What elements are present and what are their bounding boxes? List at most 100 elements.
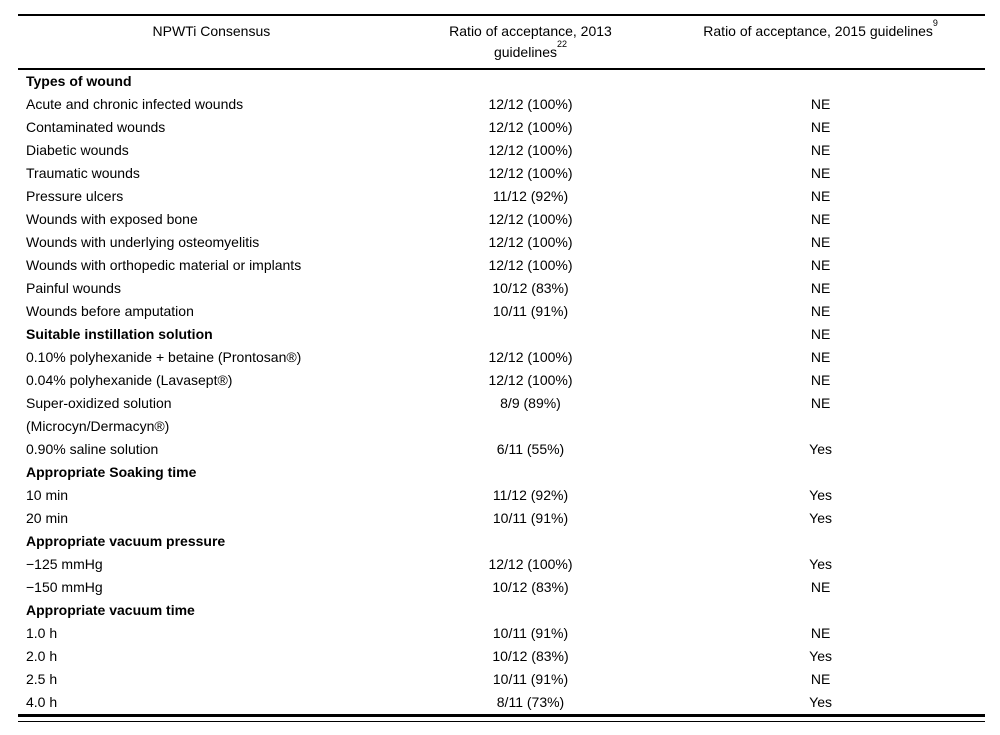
table-row: Super-oxidized solution (Microcyn/Dermac… [18,392,985,438]
table-row: 0.04% polyhexanide (Lavasept®) 12/12 (10… [18,369,985,392]
table-row: Appropriate vacuum time [18,599,985,622]
ratio-2013-cell: 11/12 (92%) [492,487,569,503]
row-label-cell: Appropriate vacuum pressure [26,533,226,549]
ratio-2015-cell: NE [810,671,831,687]
ratio-2015-cell: NE [810,625,831,641]
ratio-2015-cell: NE [810,326,831,342]
row-label-cell: 4.0 h [26,694,58,710]
consensus-table-wrap: NPWTi Consensus Ratio of acceptance, 201… [18,14,985,722]
table-row: Wounds with underlying osteomyelitis 12/… [18,231,985,254]
ratio-2015-cell [656,461,985,484]
col-header-ratio-2013-line1: Ratio of acceptance, 2013 [449,23,612,39]
ratio-2015-cell: NE [810,165,831,181]
ratio-2013-cell: 12/12 (100%) [488,257,573,273]
row-label-cell: Acute and chronic infected wounds [26,96,244,112]
row-label-cell: 1.0 h [26,625,58,641]
ratio-2013-cell: 12/12 (100%) [488,349,573,365]
ratio-2013-cell [405,530,656,553]
ratio-2013-cell: 12/12 (100%) [488,234,573,250]
ratio-2015-cell: NE [810,395,831,411]
row-label-cell: Contaminated wounds [26,119,166,135]
ratio-2013-cell: 10/11 (91%) [492,510,569,526]
ratio-2013-cell: 10/12 (83%) [492,579,569,595]
row-label-cell: −125 mmHg [26,556,103,572]
ratio-2013-cell: 10/11 (91%) [492,625,569,641]
row-label-cell: 2.0 h [26,648,58,664]
col-header-npwti-consensus: NPWTi Consensus [18,15,405,70]
ratio-2013-cell: 12/12 (100%) [488,142,573,158]
ratio-2015-cell: Yes [809,694,833,710]
table-row: Appropriate vacuum pressure [18,530,985,553]
table-row: Diabetic wounds 12/12 (100%) NE [18,139,985,162]
ratio-2013-cell: 8/11 (73%) [496,694,565,710]
ratio-2013-cell: 6/11 (55%) [496,441,565,457]
table-row: Appropriate Soaking time [18,461,985,484]
ratio-2015-cell: NE [810,234,831,250]
table-row: Wounds with orthopedic material or impla… [18,254,985,277]
consensus-table: NPWTi Consensus Ratio of acceptance, 201… [18,14,985,717]
ratio-2013-cell [405,69,656,93]
ratio-2015-cell [656,599,985,622]
row-label-cell: 10 min [26,487,69,503]
ratio-2013-cell: 12/12 (100%) [488,96,573,112]
reference-superscript-9: 9 [932,18,938,29]
ratio-2013-cell: 12/12 (100%) [488,165,573,181]
row-label-cell: 2.5 h [26,671,58,687]
ratio-2015-cell [656,69,985,93]
ratio-2015-cell: Yes [809,441,833,457]
row-label-cell: 0.04% polyhexanide (Lavasept®) [26,372,233,388]
ratio-2013-cell: 12/12 (100%) [488,556,573,572]
table-row: Contaminated wounds 12/12 (100%) NE [18,116,985,139]
row-label-cell: Types of wound [26,73,132,89]
row-label-cell: 20 min [26,510,69,526]
table-header-row: NPWTi Consensus Ratio of acceptance, 201… [18,15,985,70]
row-label-cell: Wounds with underlying osteomyelitis [26,234,260,250]
col-header-ratio-2015: Ratio of acceptance, 2015 guidelines9 [656,15,985,70]
ratio-2013-cell: 8/9 (89%) [500,395,561,411]
table-row: −150 mmHg 10/12 (83%) NE [18,576,985,599]
table-row: Wounds with exposed bone 12/12 (100%) NE [18,208,985,231]
table-row: Wounds before amputation 10/11 (91%) NE [18,300,985,323]
ratio-2013-cell: 10/12 (83%) [492,280,569,296]
ratio-2013-cell [405,323,656,346]
table-row: 4.0 h 8/11 (73%) Yes [18,691,985,716]
col-header-npwti-consensus-label: NPWTi Consensus [152,23,271,39]
ratio-2013-cell: 12/12 (100%) [488,119,573,135]
ratio-2015-cell: NE [810,372,831,388]
ratio-2013-cell [405,599,656,622]
ratio-2013-cell: 10/11 (91%) [492,303,569,319]
table-row: 0.90% saline solution 6/11 (55%) Yes [18,438,985,461]
row-label-cell: Pressure ulcers [26,188,124,204]
ratio-2015-cell: Yes [809,510,833,526]
ratio-2015-cell: NE [810,96,831,112]
row-label-cell: Wounds with orthopedic material or impla… [26,257,302,273]
ratio-2015-cell: NE [810,579,831,595]
bottom-double-rule [18,717,985,722]
row-label-cell: −150 mmHg [26,579,103,595]
ratio-2015-cell: NE [810,349,831,365]
table-row: Painful wounds 10/12 (83%) NE [18,277,985,300]
table-row: Suitable instillation solution NE [18,323,985,346]
ratio-2015-cell: NE [810,142,831,158]
row-label-cell: Appropriate Soaking time [26,464,197,480]
table-row: Pressure ulcers 11/12 (92%) NE [18,185,985,208]
ratio-2013-cell: 10/12 (83%) [492,648,569,664]
ratio-2013-cell: 12/12 (100%) [488,211,573,227]
row-label-cell: 0.90% saline solution [26,441,159,457]
ratio-2015-cell: Yes [809,487,833,503]
row-label-cell: Painful wounds [26,280,121,296]
ratio-2015-cell: NE [810,280,831,296]
row-label-cell: Traumatic wounds [26,165,140,181]
ratio-2015-cell: NE [810,257,831,273]
table-row: −125 mmHg 12/12 (100%) Yes [18,553,985,576]
row-label-cell: Suitable instillation solution [26,326,213,342]
ratio-2015-cell: NE [810,303,831,319]
row-label-cell: Wounds before amputation [26,303,194,319]
ratio-2015-cell: NE [810,188,831,204]
col-header-ratio-2013: Ratio of acceptance, 2013 guidelines22 [404,15,657,70]
reference-superscript-22: 22 [557,39,568,50]
table-row: Traumatic wounds 12/12 (100%) NE [18,162,985,185]
table-body: Types of wound Acute and chronic infecte… [18,69,985,716]
row-label-cell: Appropriate vacuum time [26,602,195,618]
table-row: 2.5 h 10/11 (91%) NE [18,668,985,691]
